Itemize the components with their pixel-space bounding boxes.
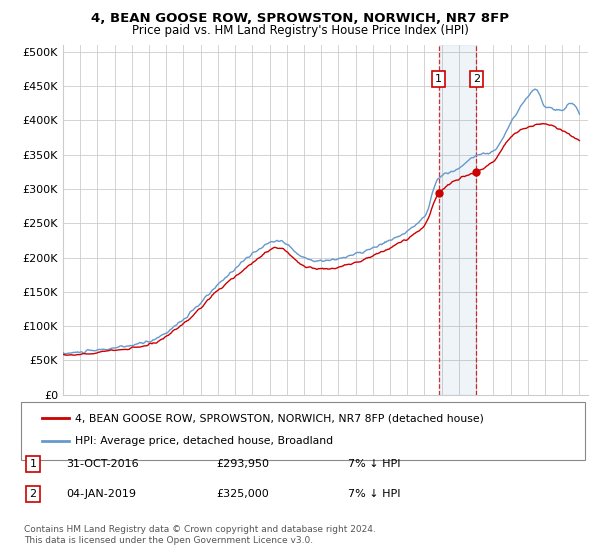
Text: 1: 1 bbox=[435, 74, 442, 84]
Text: 1: 1 bbox=[29, 459, 37, 469]
Text: 7% ↓ HPI: 7% ↓ HPI bbox=[348, 489, 401, 499]
Text: 04-JAN-2019: 04-JAN-2019 bbox=[66, 489, 136, 499]
Text: 7% ↓ HPI: 7% ↓ HPI bbox=[348, 459, 401, 469]
Text: £325,000: £325,000 bbox=[216, 489, 269, 499]
Text: HPI: Average price, detached house, Broadland: HPI: Average price, detached house, Broa… bbox=[75, 436, 333, 446]
Text: 31-OCT-2016: 31-OCT-2016 bbox=[66, 459, 139, 469]
Bar bbox=[439, 45, 476, 395]
Text: 4, BEAN GOOSE ROW, SPROWSTON, NORWICH, NR7 8FP: 4, BEAN GOOSE ROW, SPROWSTON, NORWICH, N… bbox=[91, 12, 509, 25]
Text: 2: 2 bbox=[473, 74, 480, 84]
Text: Price paid vs. HM Land Registry's House Price Index (HPI): Price paid vs. HM Land Registry's House … bbox=[131, 24, 469, 37]
Text: £293,950: £293,950 bbox=[216, 459, 269, 469]
Text: 4, BEAN GOOSE ROW, SPROWSTON, NORWICH, NR7 8FP (detached house): 4, BEAN GOOSE ROW, SPROWSTON, NORWICH, N… bbox=[75, 413, 484, 423]
Text: Contains HM Land Registry data © Crown copyright and database right 2024.
This d: Contains HM Land Registry data © Crown c… bbox=[24, 525, 376, 545]
Text: 2: 2 bbox=[29, 489, 37, 499]
